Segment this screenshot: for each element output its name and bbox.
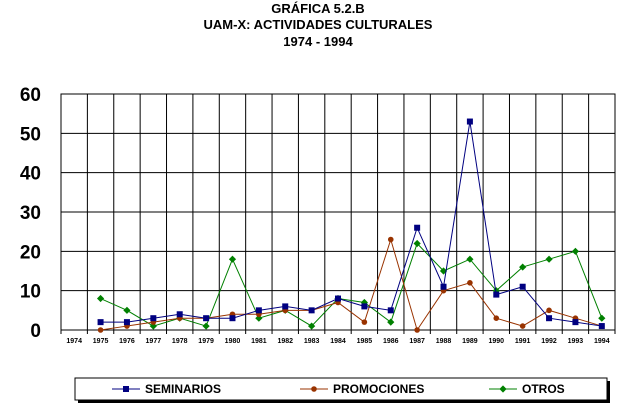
data-point-promociones xyxy=(387,236,394,243)
legend: SEMINARIOS PROMOCIONES OTROS xyxy=(74,377,610,403)
x-tick-label: 1992 xyxy=(541,338,557,345)
data-point-seminarios xyxy=(282,303,289,310)
x-tick-label: 1991 xyxy=(515,338,531,345)
x-tick-label: 1989 xyxy=(462,338,478,345)
y-tick-label: 0 xyxy=(30,321,41,342)
data-point-seminarios xyxy=(519,283,526,290)
x-tick-label: 1988 xyxy=(436,338,452,345)
data-point-otros xyxy=(545,255,553,263)
series-seminarios xyxy=(97,118,605,330)
y-tick-label: 50 xyxy=(20,124,41,145)
data-point-seminarios xyxy=(150,315,157,322)
x-tick-label: 1978 xyxy=(172,338,188,345)
data-point-otros xyxy=(519,263,527,271)
y-tick-label: 30 xyxy=(20,203,41,224)
data-point-seminarios xyxy=(255,307,262,314)
x-tick-label: 1979 xyxy=(198,338,214,345)
y-tick-label: 10 xyxy=(20,282,41,303)
data-point-seminarios xyxy=(176,311,183,318)
data-point-seminarios xyxy=(493,291,500,298)
data-point-seminarios xyxy=(335,295,341,302)
series-line-otros xyxy=(100,242,603,327)
x-axis-ticks: 1974 1975 1976 1977 1978 1979 1980 1981 1982 1983… xyxy=(66,338,609,345)
data-point-otros xyxy=(387,318,395,326)
data-point-otros xyxy=(466,255,474,263)
data-point-seminarios xyxy=(387,307,394,314)
x-tick-label: 1981 xyxy=(251,338,267,345)
legend-marker-promociones xyxy=(311,386,317,392)
legend-label-seminarios: SEMINARIOS xyxy=(145,382,221,396)
data-point-otros xyxy=(413,239,421,248)
y-tick-label: 20 xyxy=(20,242,41,263)
data-point-seminarios xyxy=(598,323,605,330)
series-group xyxy=(96,118,606,333)
legend-item-otros: OTROS xyxy=(489,382,565,396)
data-point-seminarios xyxy=(466,118,473,125)
data-point-promociones xyxy=(519,323,526,329)
x-tick-label: 1976 xyxy=(119,338,135,345)
chart-period: 1974 - 1994 xyxy=(283,34,353,49)
data-point-promociones xyxy=(546,307,552,314)
x-tick-label: 1983 xyxy=(304,338,320,345)
x-tick-label: 1974 xyxy=(66,338,82,345)
data-point-otros xyxy=(123,306,131,314)
data-point-seminarios xyxy=(546,315,553,322)
legend-marker-otros xyxy=(499,385,507,393)
data-point-seminarios xyxy=(361,303,368,310)
data-point-otros xyxy=(255,314,263,322)
series-line-seminarios xyxy=(100,121,602,327)
legend-item-promociones: PROMOCIONES xyxy=(300,382,424,396)
x-tick-label: 1994 xyxy=(594,338,610,345)
data-point-promociones xyxy=(467,280,473,286)
x-tick-label: 1986 xyxy=(383,338,399,345)
x-tick-label: 1977 xyxy=(146,338,162,345)
data-point-otros xyxy=(149,322,157,330)
x-tick-label: 1985 xyxy=(357,338,373,345)
data-point-seminarios xyxy=(414,224,421,231)
x-tick-label: 1987 xyxy=(409,338,425,345)
data-point-seminarios xyxy=(229,315,236,322)
data-point-seminarios xyxy=(203,315,210,322)
y-axis-ticks: 0 10 20 30 40 50 60 xyxy=(20,85,41,342)
legend-item-seminarios: SEMINARIOS xyxy=(112,382,221,396)
series-line-promociones xyxy=(100,237,602,332)
x-tick-label: 1993 xyxy=(568,338,584,345)
data-point-otros xyxy=(598,314,606,322)
data-point-seminarios xyxy=(440,283,447,290)
legend-label-promociones: PROMOCIONES xyxy=(333,382,424,396)
data-point-promociones xyxy=(414,327,420,333)
x-tick-label: 1980 xyxy=(225,338,241,345)
legend-label-otros: OTROS xyxy=(522,382,565,396)
x-tick-label: 1984 xyxy=(330,338,346,345)
legend-marker-seminarios xyxy=(123,386,129,392)
data-point-promociones xyxy=(361,319,368,325)
legend-shadow-bottom xyxy=(78,400,610,403)
data-point-otros xyxy=(228,255,237,263)
data-point-otros xyxy=(202,322,210,330)
chart-subtitle: UAM-X: ACTIVIDADES CULTURALES xyxy=(204,17,433,32)
data-point-seminarios xyxy=(572,319,579,326)
x-tick-label: 1982 xyxy=(277,338,293,345)
chart-title: GRÁFICA 5.2.B xyxy=(271,1,364,16)
x-tick-label: 1990 xyxy=(488,338,504,345)
x-tick-label: 1975 xyxy=(93,338,109,345)
data-point-seminarios xyxy=(123,319,130,326)
grid xyxy=(60,93,616,334)
data-point-seminarios xyxy=(308,307,315,314)
data-point-otros xyxy=(308,322,316,330)
data-point-otros xyxy=(571,247,580,255)
data-point-promociones xyxy=(97,327,104,333)
y-tick-label: 60 xyxy=(20,85,41,106)
legend-shadow-right xyxy=(607,381,610,403)
data-point-otros xyxy=(96,294,105,303)
data-point-promociones xyxy=(493,315,500,322)
data-point-seminarios xyxy=(97,319,104,326)
y-tick-label: 40 xyxy=(20,164,41,185)
